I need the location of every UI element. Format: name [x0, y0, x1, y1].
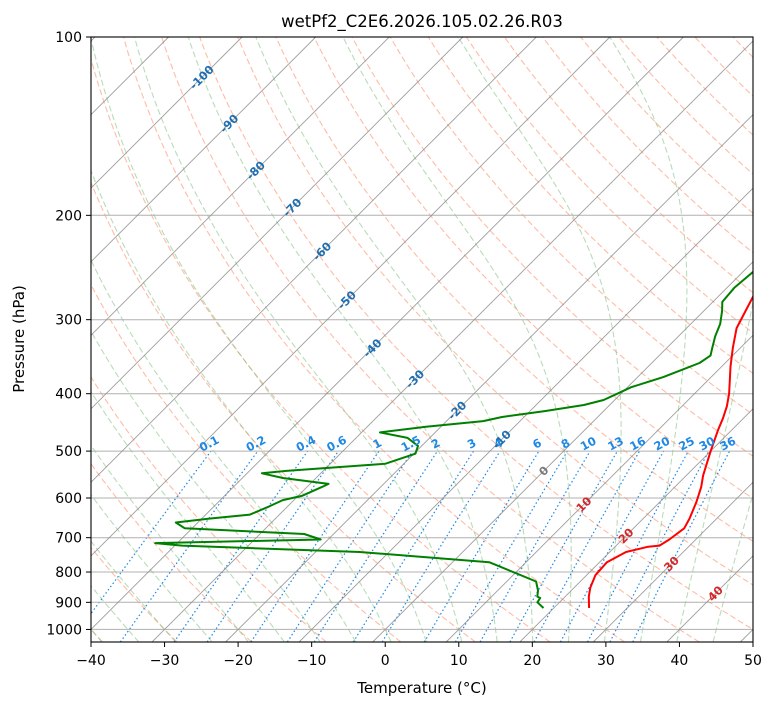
mixing-ratio-line: [509, 450, 618, 642]
x-tick-label: 50: [744, 653, 762, 669]
mixing-ratio-lines: [91, 450, 731, 642]
x-tick-label: 0: [381, 653, 390, 669]
mixing-ratio-line: [533, 450, 641, 642]
dewpoint-profile-line: [154, 270, 753, 609]
dry-adiabat-line: [199, 37, 753, 631]
moist-adiabat-line: [91, 169, 392, 642]
moist-adiabat-line: [676, 299, 753, 642]
dry-adiabat-line: [237, 37, 753, 586]
mixing-ratio-line: [119, 450, 259, 642]
x-tick-label: 40: [671, 653, 689, 669]
y-tick-label: 800: [55, 565, 82, 581]
dry-adiabat-line: [122, 37, 625, 642]
moist-adiabat-line: [187, 37, 498, 642]
y-axis: 100 200 300 400 500 600 700 800 900 1000: [46, 30, 91, 638]
moist-adiabats: [91, 37, 753, 642]
isotherm-line: [91, 37, 684, 631]
profile-series: [154, 270, 753, 609]
dry-adiabat-line: [313, 37, 753, 500]
y-tick-label: 100: [55, 30, 82, 46]
mixing-ratio-label: 36: [717, 434, 738, 454]
mixing-ratio-line: [352, 450, 475, 642]
isotherm-line: [445, 334, 753, 642]
mixing-ratio-label: 20: [651, 434, 672, 454]
temperature-profile-line: [587, 294, 753, 609]
mixing-ratio-label: 16: [627, 434, 648, 454]
dry-adiabat-line: [504, 37, 753, 294]
x-tick-label: −40: [76, 653, 106, 669]
mixing-ratio-line: [381, 450, 501, 642]
plot-area: 0.1 0.2 0.4 0.6 1 1.5 2 3 4 6 8 10 13 16 20 25 30 36-100-…: [91, 37, 753, 642]
moist-adiabat-line: [91, 444, 249, 642]
dry-adiabat-line: [91, 56, 551, 642]
moist-adiabat-line: [342, 37, 572, 642]
mixing-ratio-label: 10: [578, 434, 599, 454]
dry-adiabat-line: [91, 546, 178, 642]
dry-adiabat-line: [91, 181, 476, 642]
isotherm-line: [519, 408, 753, 642]
mixing-ratio-line: [173, 450, 309, 642]
x-tick-label: −10: [297, 653, 327, 669]
chart-title: wetPf2_C2E6.2026.105.02.26.R03: [281, 12, 563, 32]
dry-adiabat-line: [389, 37, 753, 416]
isotherm-line: [91, 37, 464, 410]
mixing-ratio-label: 13: [605, 434, 626, 454]
dry-adiabats: [91, 37, 753, 642]
mixing-ratio-label: 30: [697, 434, 718, 454]
isotherm-gridlines: [91, 37, 753, 642]
moist-adiabat-line: [91, 258, 357, 642]
x-tick-label: 30: [597, 653, 615, 669]
mixing-ratio-line: [91, 450, 212, 615]
x-tick-label: −20: [223, 653, 253, 669]
dry-adiabat-line: [91, 376, 327, 642]
y-tick-label: 300: [55, 313, 82, 329]
y-axis-label: Pressure (hPa): [10, 285, 28, 393]
moist-adiabat-line: [91, 540, 176, 642]
mixing-ratio-line: [559, 450, 665, 642]
moist-adiabat-line: [133, 37, 463, 642]
x-axis: −40 −30 −20 −10 0 10 20 30 40 50: [76, 642, 762, 669]
mixing-ratio-line: [632, 450, 731, 642]
y-tick-label: 600: [55, 491, 82, 507]
x-tick-label: 20: [523, 653, 541, 669]
mixing-ratio-line: [250, 450, 380, 642]
y-tick-label: 200: [55, 208, 82, 224]
mixing-ratio-line: [206, 450, 339, 642]
isotherm-line: [91, 37, 611, 557]
moist-adiabat-line: [91, 493, 213, 642]
x-axis-label: Temperature (°C): [356, 679, 486, 697]
isotherm-line: [91, 37, 390, 336]
isotherm-line: [91, 37, 243, 189]
isotherm-line: [91, 37, 537, 483]
x-tick-label: 10: [450, 653, 468, 669]
isotherm-line: [225, 113, 753, 642]
moist-adiabat-line: [255, 37, 534, 642]
y-tick-label: 1000: [46, 622, 82, 638]
isotherm-line: [298, 187, 753, 642]
mixing-ratio-label: 25: [676, 434, 697, 454]
dry-adiabat-line: [427, 37, 753, 375]
isotherm-line: [592, 481, 753, 642]
dry-adiabat-line: [91, 463, 253, 642]
y-tick-label: 700: [55, 531, 82, 547]
isotherm-line: [91, 37, 317, 263]
isotherm-line: [372, 261, 753, 642]
y-tick-label: 500: [55, 444, 82, 460]
plot-frame: [90, 36, 754, 643]
moist-adiabat-line: [609, 37, 688, 642]
x-tick-label: −30: [150, 653, 180, 669]
moist-adiabat-line: [91, 585, 140, 642]
moist-adiabat-line: [91, 390, 285, 642]
moist-adiabat-line: [91, 37, 427, 642]
y-tick-label: 900: [55, 595, 82, 611]
y-tick-label: 400: [55, 387, 82, 403]
mixing-ratio-line: [313, 450, 438, 642]
isobar-gridlines: [91, 37, 753, 630]
mixing-ratio-line: [286, 450, 414, 642]
